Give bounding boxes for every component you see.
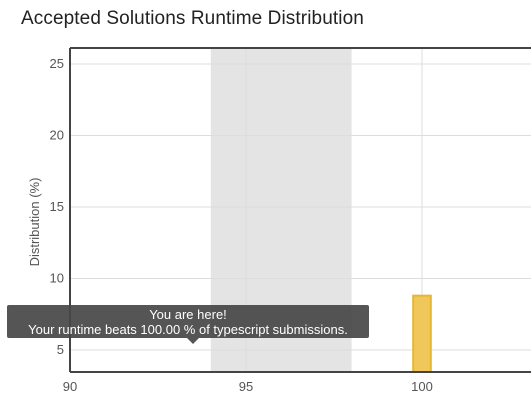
y-tick-label: 15: [50, 199, 64, 214]
x-tick-label: 90: [63, 379, 77, 394]
chart-title: Accepted Solutions Runtime Distribution: [21, 8, 364, 29]
y-tick-label: 5: [57, 342, 64, 357]
runtime-tooltip: You are here! Your runtime beats 100.00 …: [7, 305, 369, 344]
y-tick-label: 20: [50, 128, 64, 143]
y-tick-label: 10: [50, 271, 64, 286]
tooltip-arrow: [187, 338, 199, 344]
tooltip-title: You are here!: [149, 307, 227, 322]
x-tick-label: 100: [411, 379, 433, 394]
distribution-bar: [412, 294, 432, 373]
tooltip-message: Your runtime beats 100.00 % of typescrip…: [28, 322, 348, 337]
y-axis-label: Distribution (%): [27, 178, 42, 267]
y-tick-label: 25: [50, 56, 64, 71]
x-tick-label: 95: [239, 379, 253, 394]
